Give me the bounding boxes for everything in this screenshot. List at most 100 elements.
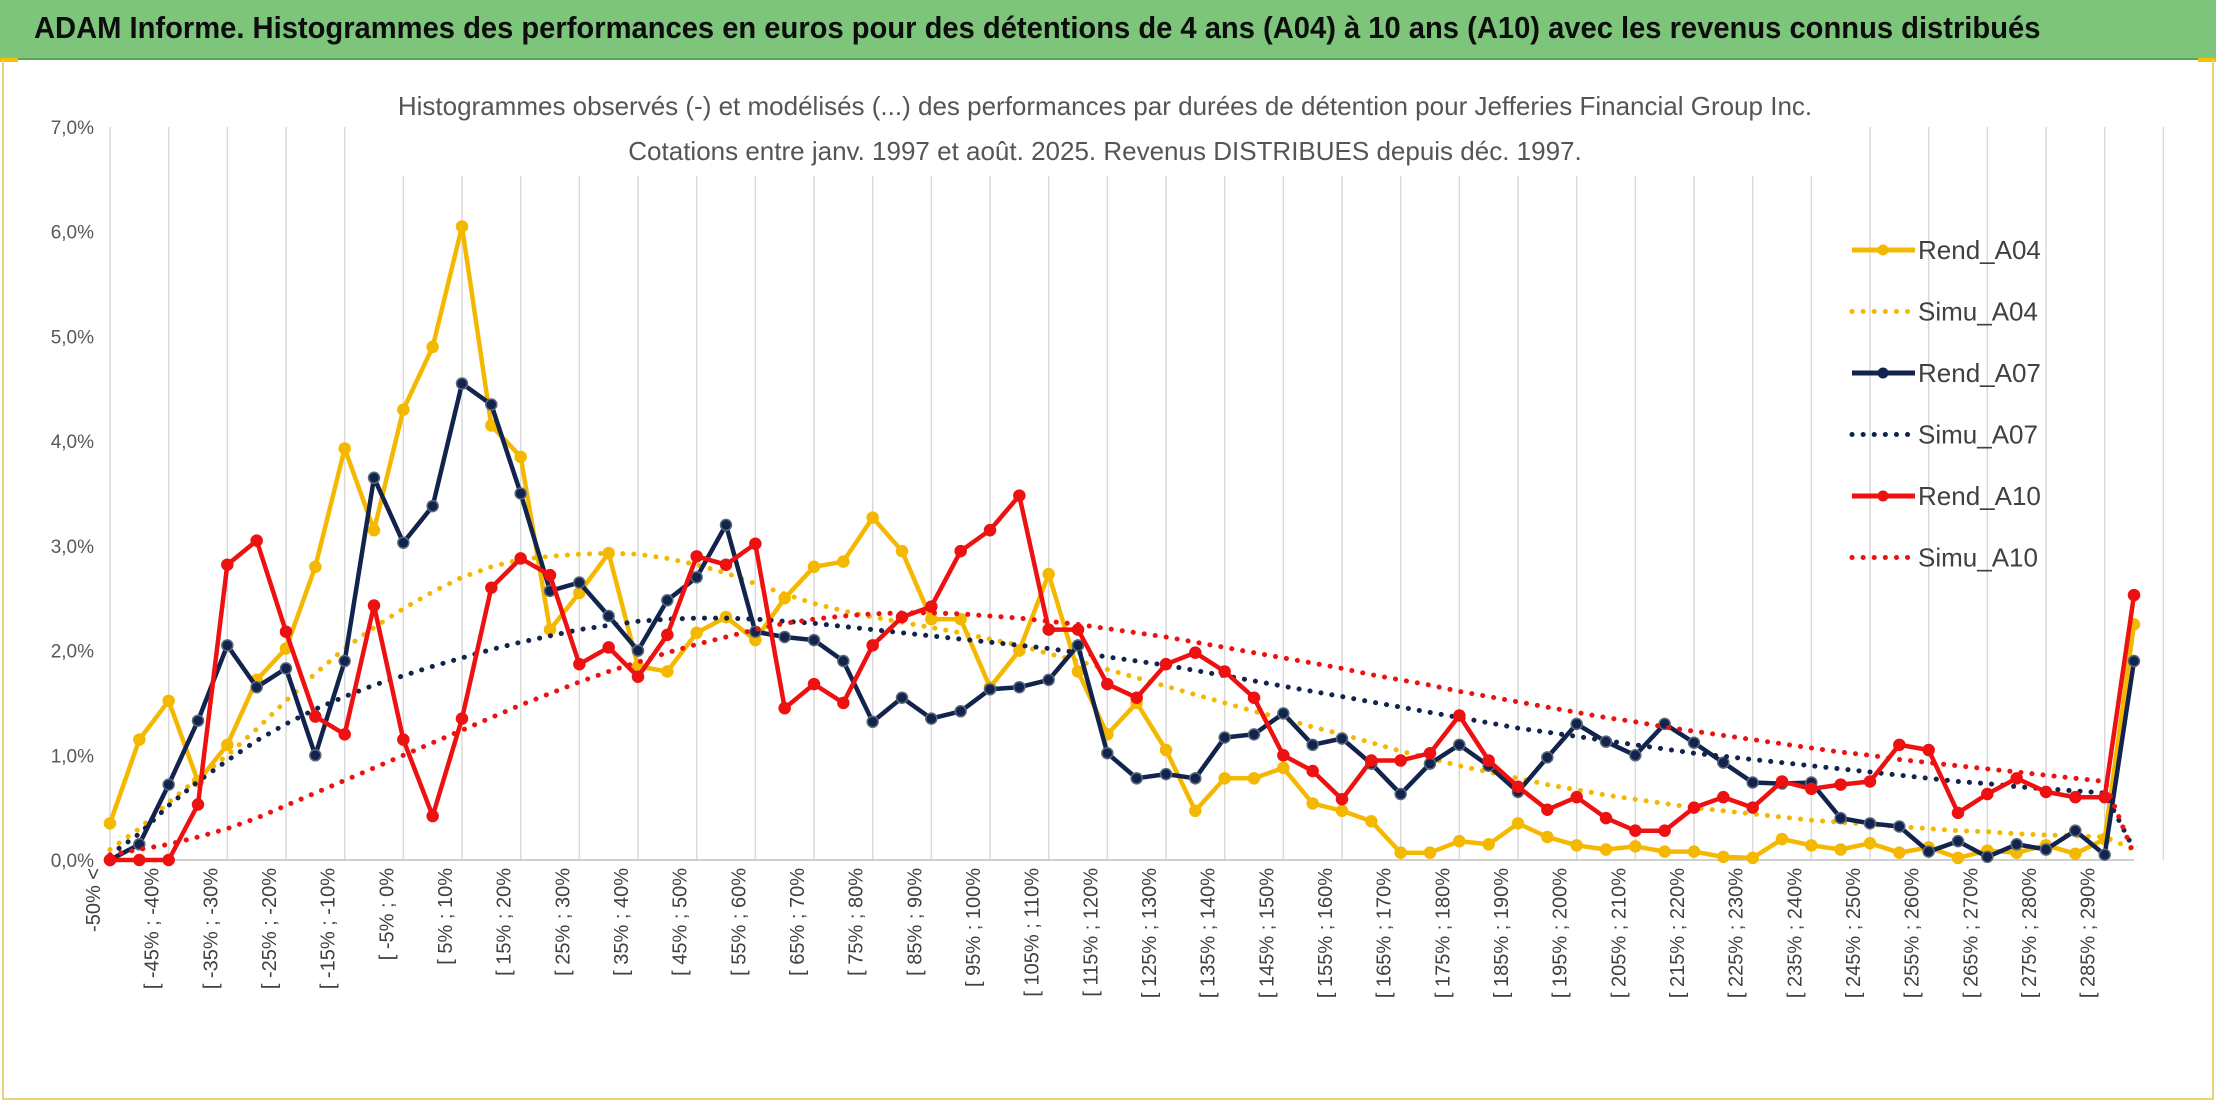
data-point-rend-a07 [573, 576, 586, 589]
data-point-rend-a07 [1746, 776, 1759, 789]
data-point-rend-a04 [1893, 846, 1906, 859]
data-point-rend-a07 [1717, 756, 1730, 769]
data-point-rend-a10 [250, 534, 263, 547]
data-point-rend-a07 [602, 609, 615, 623]
data-point-rend-a07 [309, 749, 322, 762]
data-point-rend-a07 [1394, 787, 1407, 801]
data-point-rend-a04 [807, 560, 821, 574]
data-point-rend-a10 [2039, 785, 2053, 799]
data-point-rend-a07 [719, 518, 733, 532]
data-point-rend-a04 [925, 612, 938, 626]
data-point-rend-a04 [1218, 772, 1231, 785]
data-point-rend-a04 [895, 544, 909, 558]
legend-label-rend-a04: Rend_A04 [1918, 235, 2041, 265]
x-tick-label: -50% < [83, 868, 105, 932]
data-point-rend-a10 [631, 670, 645, 683]
data-point-rend-a04 [1570, 839, 1583, 852]
data-point-rend-a07 [1130, 772, 1143, 785]
data-point-rend-a07 [455, 377, 469, 390]
data-point-rend-a10 [1570, 790, 1583, 804]
x-tick-label: [ 285% ; 290% [2078, 868, 2100, 998]
y-tick-label: 7,0% [51, 118, 94, 139]
data-point-rend-a10 [279, 625, 293, 638]
series-line-simu-a10 [107, 610, 2137, 858]
data-point-rend-a10 [837, 696, 850, 710]
x-tick-label: [ 105% ; 110% [1022, 868, 1044, 997]
data-point-rend-a04 [309, 560, 322, 574]
data-point-rend-a07 [1306, 738, 1319, 752]
data-point-rend-a10 [162, 853, 175, 867]
x-tick-label: [ 195% ; 200% [1550, 868, 1572, 998]
data-point-rend-a10 [1629, 824, 1642, 837]
data-point-rend-a10 [1599, 811, 1613, 825]
data-point-rend-a10 [426, 809, 439, 823]
data-point-rend-a04 [1453, 834, 1466, 848]
data-point-rend-a10 [866, 639, 879, 652]
data-point-rend-a04 [162, 694, 175, 708]
data-point-rend-a07 [250, 680, 263, 694]
x-tick-label: [ 255% ; 260% [1902, 868, 1924, 998]
data-point-rend-a04 [1511, 817, 1525, 830]
data-point-rend-a04 [397, 403, 410, 416]
data-point-rend-a04 [1687, 845, 1701, 858]
y-tick-label: 3,0% [51, 537, 94, 558]
data-point-rend-a10 [1482, 754, 1495, 767]
data-point-rend-a10 [309, 710, 322, 723]
data-point-rend-a04 [455, 220, 469, 233]
data-point-rend-a07 [1629, 749, 1642, 762]
data-point-rend-a10 [1834, 778, 1847, 791]
data-point-rend-a10 [1423, 746, 1437, 760]
series-rend-a10 [103, 489, 2141, 867]
data-point-rend-a10 [1453, 709, 1466, 722]
data-point-rend-a10 [1218, 665, 1231, 678]
data-point-rend-a04 [1365, 815, 1378, 828]
data-point-rend-a10 [1658, 824, 1671, 837]
legend: Rend_A04 Simu_A04 Rend_A07 Simu_A07 Rend_A10… [1849, 235, 2041, 573]
x-tick-label: [ 85% ; 90% [904, 868, 926, 976]
series-line-simu-a04 [107, 550, 2137, 852]
series-line-rend-a04 [107, 224, 2137, 861]
data-point-rend-a07 [1922, 845, 1935, 858]
data-point-rend-a10 [514, 552, 527, 565]
data-point-rend-a04 [1482, 838, 1495, 851]
data-point-rend-a07 [1013, 680, 1026, 694]
data-point-rend-a04 [1394, 846, 1407, 859]
legend-label-rend-a10: Rend_A10 [1918, 481, 2041, 511]
data-point-rend-a10 [573, 657, 586, 671]
legend-marker-rend-a10 [1877, 490, 1889, 502]
data-point-rend-a04 [1746, 851, 1759, 865]
data-point-rend-a10 [338, 728, 351, 741]
y-tick-label: 1,0% [51, 746, 94, 767]
plot-area [103, 220, 2141, 867]
x-tick-label: [ -5% ; 0% [376, 868, 398, 960]
data-point-rend-a10 [1247, 691, 1261, 704]
data-point-rend-a10 [1746, 801, 1759, 814]
data-point-rend-a10 [2127, 588, 2141, 602]
series-simu-a10 [107, 610, 2137, 858]
data-point-rend-a07 [1863, 817, 1877, 830]
data-point-rend-a07 [1247, 728, 1261, 741]
data-point-rend-a07 [1893, 820, 1906, 833]
data-point-rend-a10 [1775, 775, 1789, 788]
data-point-rend-a10 [925, 600, 938, 613]
data-point-rend-a04 [1629, 840, 1642, 853]
data-point-rend-a07 [2010, 838, 2023, 851]
data-point-rend-a07 [1570, 717, 1583, 731]
legend-label-simu-a10: Simu_A10 [1918, 543, 2038, 573]
data-point-rend-a04 [1306, 797, 1319, 810]
series-simu-a07 [107, 615, 2137, 858]
data-point-rend-a10 [1863, 775, 1877, 788]
x-tick-label: [ 275% ; 280% [2019, 868, 2041, 998]
data-point-rend-a07 [426, 499, 439, 513]
data-point-rend-a04 [2069, 847, 2082, 860]
data-point-rend-a10 [1511, 780, 1525, 793]
data-point-rend-a10 [983, 523, 997, 537]
data-point-rend-a10 [1101, 677, 1114, 691]
data-point-rend-a04 [133, 733, 146, 746]
x-tick-label: [ 65% ; 70% [787, 868, 809, 976]
chart-subtitle: Cotations entre janv. 1997 et août. 2025… [628, 136, 1581, 166]
data-point-rend-a04 [1277, 761, 1290, 775]
data-point-rend-a04 [837, 555, 850, 568]
data-point-rend-a07 [1071, 639, 1085, 652]
